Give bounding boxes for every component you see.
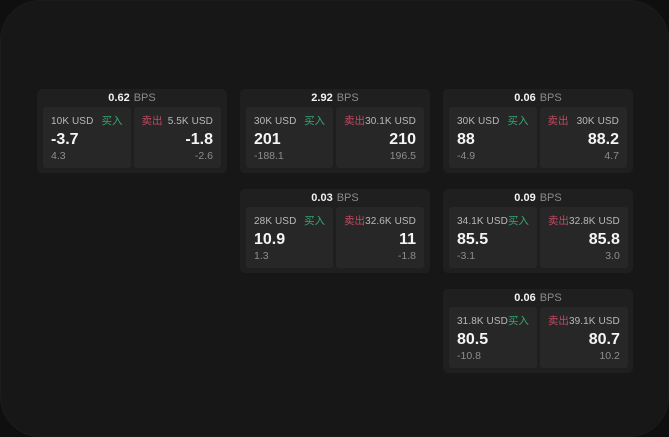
buy-label: 买入	[304, 215, 326, 227]
buy-size: 30K USD	[254, 116, 297, 127]
sell-label: 卖出	[547, 215, 569, 227]
buy-size: 34.1K USD	[457, 216, 508, 227]
buy-label: 买入	[101, 115, 123, 127]
sell-delta: 4.7	[604, 150, 619, 162]
sell-pane[interactable]: 卖出 39.1K USD 80.7 10.2	[539, 307, 628, 368]
buy-label: 买入	[304, 115, 326, 127]
sell-label: 卖出	[141, 115, 163, 127]
buy-pane[interactable]: 30K USD 买入 88 -4.9	[449, 107, 537, 168]
bps-unit: BPS	[539, 92, 562, 104]
sell-pane[interactable]: 卖出 30.1K USD 210 196.5	[336, 107, 424, 168]
sell-delta: 10.2	[599, 350, 620, 362]
sell-price: -1.8	[185, 131, 213, 148]
buy-price: 88	[457, 131, 475, 148]
sell-price: 88.2	[587, 131, 619, 148]
buy-label: 买入	[507, 315, 529, 327]
quote-card: 0.06 BPS 30K USD 买入 88 -4.9 卖出 30K USD	[443, 89, 633, 173]
quote-card: 0.09 BPS 34.1K USD 买入 85.5 -3.1 卖出 32.8K…	[443, 189, 633, 273]
buy-label: 买入	[507, 115, 529, 127]
sell-size: 39.1K USD	[568, 316, 620, 327]
buy-pane[interactable]: 34.1K USD 买入 85.5 -3.1	[449, 207, 537, 268]
sell-delta: -1.8	[397, 250, 416, 262]
bps-unit: BPS	[336, 92, 359, 104]
buy-price: -3.7	[51, 131, 79, 148]
sell-label: 卖出	[547, 115, 569, 127]
bps-unit: BPS	[133, 92, 156, 104]
bps-header: 0.03 BPS	[246, 189, 424, 207]
buy-delta: 4.3	[51, 150, 66, 162]
buy-delta: -10.8	[457, 350, 481, 362]
quote-card: 0.06 BPS 31.8K USD 买入 80.5 -10.8 卖出 39.1…	[443, 289, 633, 373]
buy-pane[interactable]: 30K USD 买入 201 -188.1	[246, 107, 334, 168]
sell-label: 卖出	[344, 215, 366, 227]
quote-card: 0.62 BPS 10K USD 买入 -3.7 4.3 卖出 5.5K USD	[37, 89, 227, 173]
sell-pane[interactable]: 卖出 30K USD 88.2 4.7	[539, 107, 627, 168]
bps-value: 2.92	[311, 92, 333, 104]
bps-unit: BPS	[336, 192, 359, 204]
bps-value: 0.09	[514, 192, 536, 204]
quote-grid: 0.62 BPS 10K USD 买入 -3.7 4.3 卖出 5.5K USD	[37, 89, 633, 373]
buy-size: 30K USD	[457, 116, 500, 127]
buy-delta: -4.9	[457, 150, 476, 162]
quote-card: 2.92 BPS 30K USD 买入 201 -188.1 卖出 30.1K …	[240, 89, 430, 173]
bps-header: 0.06 BPS	[449, 289, 627, 307]
buy-size: 28K USD	[254, 216, 297, 227]
sell-size: 32.6K USD	[365, 216, 416, 227]
buy-price: 80.5	[457, 331, 489, 348]
bps-value: 0.06	[514, 92, 536, 104]
sell-price: 85.8	[588, 231, 620, 248]
buy-pane[interactable]: 31.8K USD 买入 80.5 -10.8	[449, 307, 537, 368]
sell-pane[interactable]: 卖出 32.8K USD 85.8 3.0	[539, 207, 628, 268]
buy-delta: -3.1	[457, 250, 476, 262]
sell-price: 80.7	[588, 331, 620, 348]
bps-unit: BPS	[539, 192, 562, 204]
bps-header: 0.09 BPS	[449, 189, 627, 207]
sell-pane[interactable]: 卖出 32.6K USD 11 -1.8	[336, 207, 424, 268]
sell-price: 210	[389, 131, 416, 148]
sell-delta: -2.6	[194, 150, 213, 162]
buy-size: 31.8K USD	[457, 316, 508, 327]
buy-label: 买入	[507, 215, 529, 227]
buy-pane[interactable]: 28K USD 买入 10.9 1.3	[246, 207, 334, 268]
sell-price: 11	[399, 231, 416, 248]
bps-value: 0.62	[108, 92, 130, 104]
sell-label: 卖出	[344, 115, 366, 127]
sell-delta: 196.5	[389, 150, 416, 162]
buy-price: 201	[254, 131, 281, 148]
sell-size: 5.5K USD	[167, 116, 213, 127]
bps-header: 2.92 BPS	[246, 89, 424, 107]
bps-value: 0.03	[311, 192, 333, 204]
quote-card: 0.03 BPS 28K USD 买入 10.9 1.3 卖出 32.6K US…	[240, 189, 430, 273]
bps-header: 0.06 BPS	[449, 89, 627, 107]
sell-size: 30.1K USD	[365, 116, 416, 127]
bps-header: 0.62 BPS	[43, 89, 221, 107]
bps-unit: BPS	[539, 292, 562, 304]
sell-delta: 3.0	[605, 250, 620, 262]
sell-size: 30K USD	[576, 116, 619, 127]
buy-price: 10.9	[254, 231, 286, 248]
bps-value: 0.06	[514, 292, 536, 304]
buy-price: 85.5	[457, 231, 489, 248]
buy-pane[interactable]: 10K USD 买入 -3.7 4.3	[43, 107, 131, 168]
buy-delta: 1.3	[254, 250, 269, 262]
buy-delta: -188.1	[254, 150, 284, 162]
buy-size: 10K USD	[51, 116, 94, 127]
sell-size: 32.8K USD	[568, 216, 620, 227]
sell-label: 卖出	[547, 315, 569, 327]
sell-pane[interactable]: 卖出 5.5K USD -1.8 -2.6	[133, 107, 221, 168]
